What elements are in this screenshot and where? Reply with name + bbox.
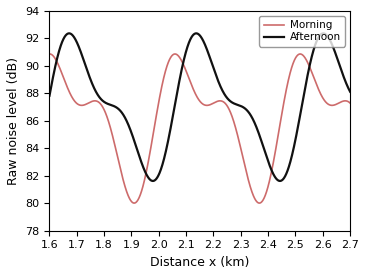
Afternoon [63,35,67,38]
Line: Afternoon: Afternoon [49,33,350,181]
Afternoon [339,69,344,73]
Afternoon [47,94,52,97]
Morning [132,201,137,205]
Morning [194,93,198,96]
Line: Morning: Morning [49,54,350,203]
Afternoon [340,70,344,73]
X-axis label: Distance x (km): Distance x (km) [150,256,250,269]
Legend: Morning, Afternoon: Morning, Afternoon [259,16,345,47]
Morning [348,101,352,105]
Afternoon [321,32,325,35]
Afternoon [348,90,352,93]
Morning [284,88,288,91]
Afternoon [186,44,190,47]
Morning [339,100,344,104]
Y-axis label: Raw noise level (dB): Raw noise level (dB) [7,57,20,185]
Afternoon [194,32,198,35]
Morning [47,52,52,56]
Afternoon [284,172,288,175]
Morning [186,74,190,77]
Afternoon [150,179,155,183]
Morning [340,100,344,103]
Morning [298,52,302,56]
Morning [63,79,67,83]
